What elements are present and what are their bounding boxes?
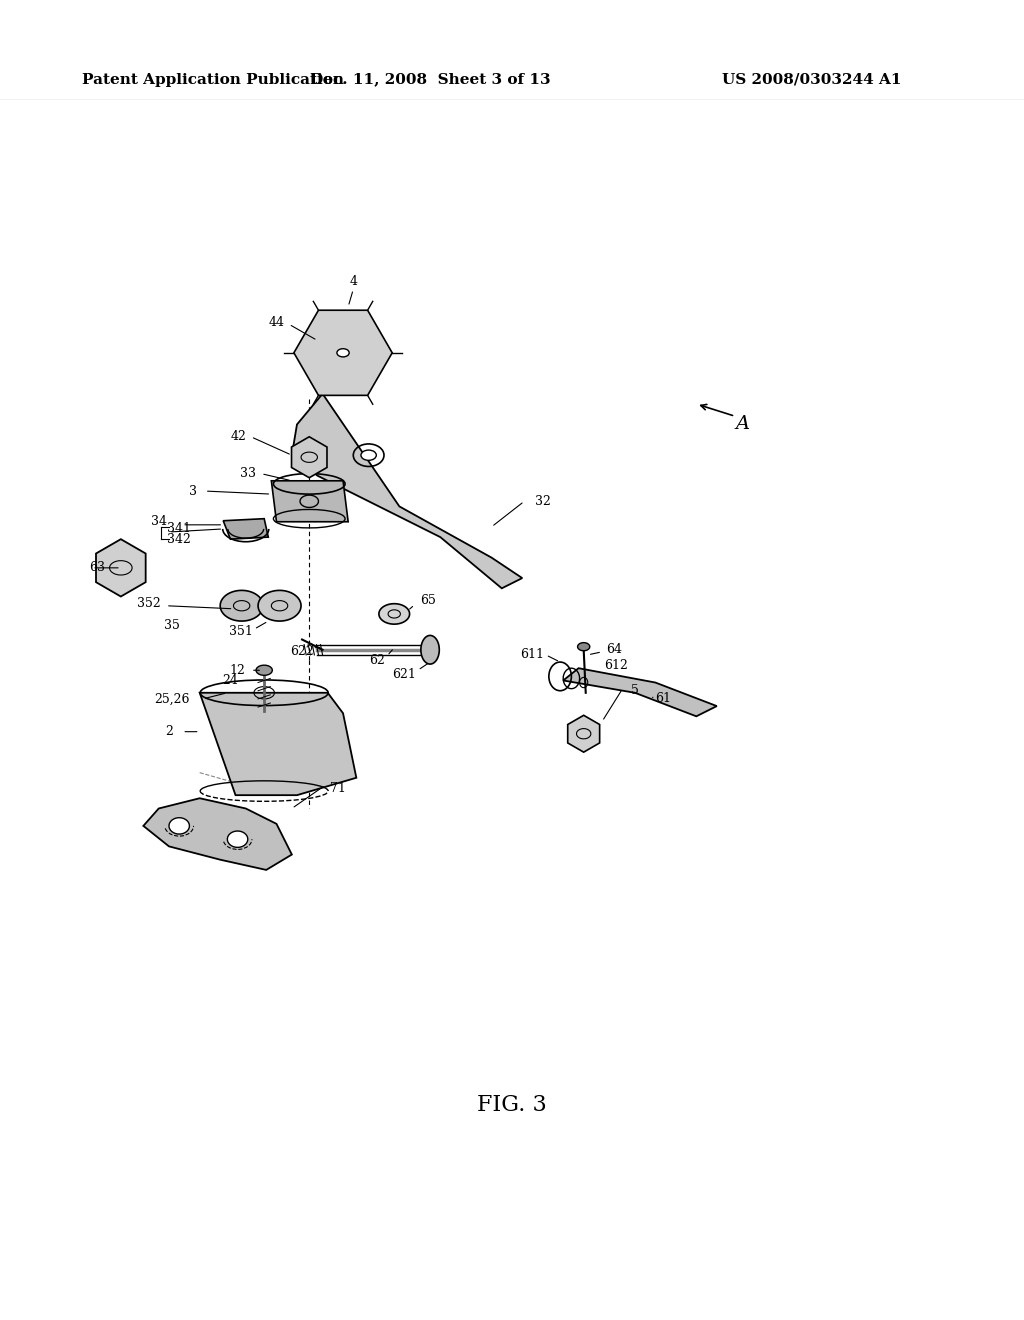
Text: 621: 621 [392,668,417,681]
Text: Dec. 11, 2008  Sheet 3 of 13: Dec. 11, 2008 Sheet 3 of 13 [310,73,550,87]
Text: Patent Application Publication: Patent Application Publication [82,73,344,87]
Polygon shape [143,799,292,870]
Polygon shape [292,393,522,589]
Text: 2: 2 [165,725,173,738]
Polygon shape [220,590,263,622]
Ellipse shape [360,450,377,461]
Text: 32: 32 [535,495,551,508]
Polygon shape [292,437,327,478]
Text: 71: 71 [330,781,346,795]
Text: 351: 351 [228,624,253,638]
Polygon shape [96,539,145,597]
Text: US 2008/0303244 A1: US 2008/0303244 A1 [722,73,901,87]
Polygon shape [169,817,189,834]
Polygon shape [200,693,356,795]
Polygon shape [258,590,301,622]
Text: 34: 34 [151,515,167,528]
Text: 65: 65 [420,594,436,607]
Polygon shape [256,665,272,676]
Text: 341: 341 [167,523,191,536]
Text: 44: 44 [268,315,285,329]
Text: 35: 35 [164,619,180,632]
Text: 352: 352 [136,597,161,610]
Ellipse shape [337,348,349,356]
Text: 25,26: 25,26 [155,693,189,705]
Polygon shape [563,668,717,717]
Text: 42: 42 [230,430,247,444]
Text: 12: 12 [229,664,246,677]
Polygon shape [223,519,268,539]
Polygon shape [379,603,410,624]
Polygon shape [271,480,348,521]
Text: 64: 64 [606,643,623,656]
Text: FIG. 3: FIG. 3 [477,1094,547,1117]
Text: 5: 5 [631,684,639,697]
Text: 33: 33 [240,467,256,480]
Polygon shape [578,643,590,651]
Polygon shape [294,310,392,396]
Polygon shape [567,715,600,752]
Text: 4: 4 [349,275,357,288]
Text: 611: 611 [520,648,545,661]
Text: 3: 3 [188,484,197,498]
Text: 24: 24 [222,675,239,686]
Text: 612: 612 [604,659,629,672]
Polygon shape [227,832,248,847]
Text: 62: 62 [369,653,385,667]
Text: 61: 61 [655,693,672,705]
Text: 342: 342 [167,533,191,545]
Text: 622: 622 [290,645,314,659]
Polygon shape [421,635,439,664]
Text: A: A [735,416,750,433]
Text: 63: 63 [89,561,105,574]
